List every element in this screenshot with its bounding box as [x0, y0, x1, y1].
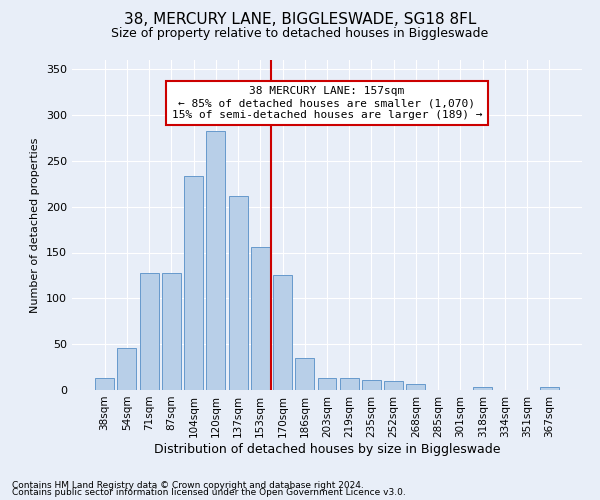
Text: Contains public sector information licensed under the Open Government Licence v3: Contains public sector information licen… [12, 488, 406, 497]
Bar [384, 381, 403, 390]
Text: Contains HM Land Registry data © Crown copyright and database right 2024.: Contains HM Land Registry data © Crown c… [12, 480, 364, 490]
Text: Size of property relative to detached houses in Biggleswade: Size of property relative to detached ho… [112, 28, 488, 40]
Bar [340, 378, 359, 390]
Bar [540, 387, 559, 390]
X-axis label: Distribution of detached houses by size in Biggleswade: Distribution of detached houses by size … [154, 442, 500, 456]
Bar [95, 378, 114, 390]
Bar [184, 176, 203, 390]
Bar [140, 272, 158, 390]
Bar [118, 348, 136, 390]
Bar [229, 196, 248, 390]
Bar [273, 274, 292, 390]
Bar [362, 380, 381, 390]
Text: 38, MERCURY LANE, BIGGLESWADE, SG18 8FL: 38, MERCURY LANE, BIGGLESWADE, SG18 8FL [124, 12, 476, 28]
Bar [206, 130, 225, 390]
Bar [317, 378, 337, 390]
Bar [251, 247, 270, 390]
Bar [473, 387, 492, 390]
Bar [295, 358, 314, 390]
Text: 38 MERCURY LANE: 157sqm
← 85% of detached houses are smaller (1,070)
15% of semi: 38 MERCURY LANE: 157sqm ← 85% of detache… [172, 86, 482, 120]
Y-axis label: Number of detached properties: Number of detached properties [31, 138, 40, 312]
Bar [406, 384, 425, 390]
Bar [162, 272, 181, 390]
